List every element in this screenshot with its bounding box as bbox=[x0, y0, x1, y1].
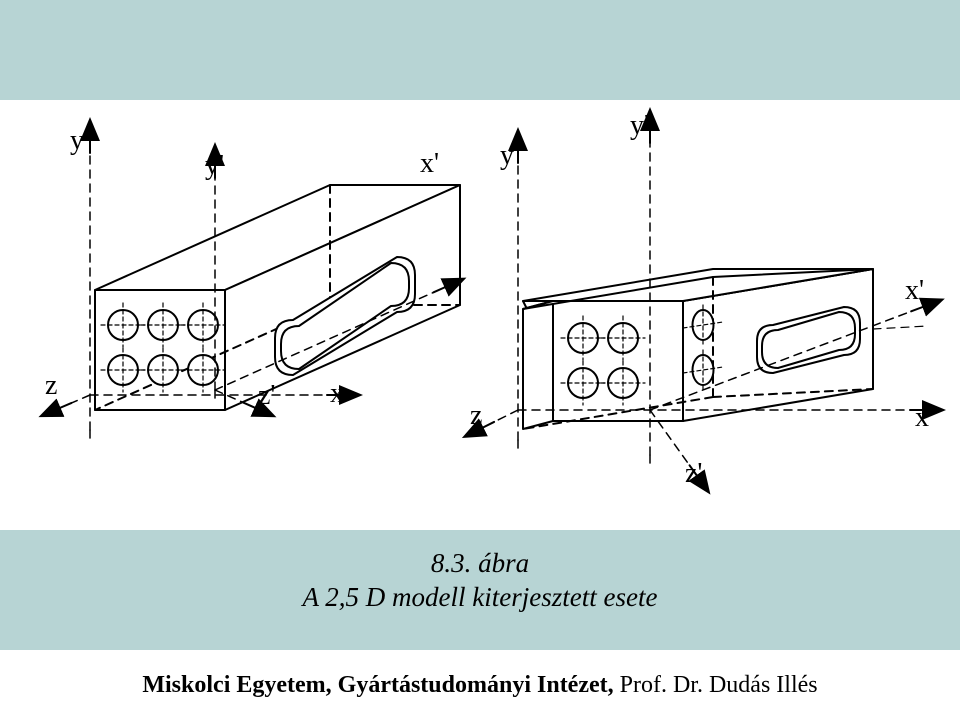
label-left-xp: x' bbox=[420, 148, 439, 180]
label-right-xp: x' bbox=[905, 275, 924, 307]
label-right-zp: z' bbox=[685, 458, 702, 490]
label-left-yp: y' bbox=[205, 150, 224, 182]
figure-caption-line1: 8.3. ábra bbox=[0, 548, 960, 579]
header-band bbox=[0, 0, 960, 100]
footer-institute: Miskolci Egyetem, Gyártástudományi Intéz… bbox=[142, 672, 619, 698]
label-right-yp: y' bbox=[630, 110, 649, 142]
label-right-y: y bbox=[500, 140, 514, 172]
label-left-z: z bbox=[45, 370, 57, 402]
label-left-x: x bbox=[330, 378, 344, 410]
footer-credit: Miskolci Egyetem, Gyártástudományi Intéz… bbox=[0, 672, 960, 699]
footer-author: Prof. Dr. Dudás Illés bbox=[620, 672, 818, 698]
diagram-svg bbox=[0, 100, 960, 530]
label-left-y: y bbox=[70, 125, 84, 157]
label-right-x: x bbox=[915, 402, 929, 434]
figure-caption-line2: A 2,5 D modell kiterjesztett esete bbox=[0, 582, 960, 613]
label-right-z: z bbox=[470, 400, 482, 432]
label-left-zp: z' bbox=[258, 380, 275, 412]
